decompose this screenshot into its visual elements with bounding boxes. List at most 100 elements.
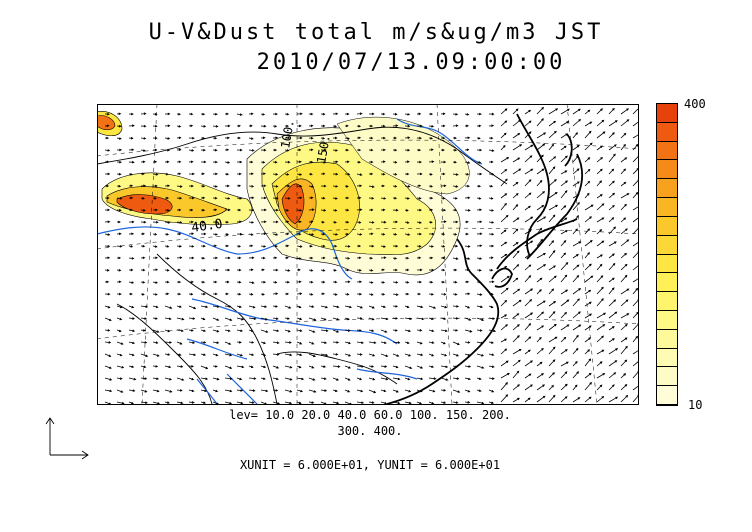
wind-vector xyxy=(236,389,244,392)
wind-vector xyxy=(488,256,494,260)
wind-vector xyxy=(308,269,314,272)
wind-vector xyxy=(536,289,542,295)
wind-vector xyxy=(452,365,458,368)
wind-vector xyxy=(212,244,218,248)
wind-vector xyxy=(332,389,338,393)
wind-vector xyxy=(620,394,629,403)
wind-vector xyxy=(236,244,242,248)
wind-vector xyxy=(332,160,339,164)
wind-vector xyxy=(284,173,290,176)
wind-vector xyxy=(548,301,557,307)
wind-vector xyxy=(284,232,290,236)
wind-vector xyxy=(344,148,349,152)
wind-vector xyxy=(224,365,233,369)
wind-vector xyxy=(608,262,616,271)
wind-vector xyxy=(176,292,182,296)
wind-vector xyxy=(116,172,122,176)
wind-vector xyxy=(308,365,315,369)
wind-vector xyxy=(344,220,350,224)
wind-vector xyxy=(416,244,422,248)
wind-vector xyxy=(380,124,386,128)
wind-vector xyxy=(368,401,375,404)
wind-vector xyxy=(308,208,315,212)
wind-vector xyxy=(440,280,446,284)
wind-vector xyxy=(608,326,615,331)
wind-vector xyxy=(488,184,494,188)
wind-vector xyxy=(464,208,471,212)
wind-vector xyxy=(236,268,242,272)
wind-vector xyxy=(368,136,374,140)
wind-vector xyxy=(512,133,521,139)
wind-vector xyxy=(476,232,483,236)
wind-vector xyxy=(596,254,603,259)
wind-vector xyxy=(152,317,158,320)
wind-vector xyxy=(224,148,230,152)
wind-vector xyxy=(308,172,313,176)
wind-vector xyxy=(476,208,483,212)
wind-vector xyxy=(188,329,194,332)
wind-vector xyxy=(152,268,159,272)
wind-vector xyxy=(524,373,532,379)
wind-vector xyxy=(308,317,317,321)
wind-vector xyxy=(392,232,398,236)
wind-vector xyxy=(308,124,314,128)
wind-vector xyxy=(428,377,437,380)
wind-vector xyxy=(176,341,183,345)
wind-vector xyxy=(140,401,148,404)
wind-vector xyxy=(572,361,578,367)
wind-vector xyxy=(176,125,182,128)
wind-vector xyxy=(608,287,615,295)
wind-vector xyxy=(596,180,602,187)
wind-vector xyxy=(440,184,447,188)
wind-vector xyxy=(380,172,386,176)
wind-vector xyxy=(332,209,338,212)
wind-vector xyxy=(176,244,182,248)
wind-vector xyxy=(164,389,173,393)
wind-vector xyxy=(332,329,340,333)
wind-vector xyxy=(236,220,242,224)
colorbar-segment xyxy=(657,310,677,330)
wind-vector xyxy=(248,317,257,320)
wind-vector xyxy=(620,299,629,307)
wind-vector xyxy=(524,288,534,295)
wind-vector xyxy=(452,257,459,260)
wind-vector xyxy=(320,341,328,344)
wind-vector xyxy=(488,197,494,200)
wind-vector xyxy=(584,180,591,187)
wind-vector xyxy=(524,264,532,271)
wind-vector xyxy=(356,377,363,381)
wind-vector xyxy=(404,185,411,188)
wind-vector xyxy=(500,214,509,223)
wind-vector xyxy=(272,136,279,140)
wind-vector xyxy=(296,184,303,188)
wind-vector xyxy=(584,325,592,331)
wind-vector xyxy=(248,365,254,369)
wind-vector xyxy=(404,329,412,333)
wind-vector xyxy=(320,196,326,200)
wind-vector xyxy=(344,232,350,236)
wind-vector xyxy=(440,268,446,272)
colorbar-segment xyxy=(657,104,677,123)
wind-vector xyxy=(620,345,628,355)
wind-vector xyxy=(212,220,219,224)
wind-vector xyxy=(188,184,194,188)
wind-vector xyxy=(104,353,112,357)
wind-vector xyxy=(284,197,291,200)
wind-vector xyxy=(584,358,592,367)
wind-vector xyxy=(164,292,170,296)
wind-vector xyxy=(116,317,123,321)
wind-vector xyxy=(380,317,389,321)
wind-vector xyxy=(260,148,267,152)
wind-vector xyxy=(536,373,544,379)
wind-vector xyxy=(344,208,350,212)
wind-vector xyxy=(272,389,279,392)
wind-vector xyxy=(236,329,244,332)
contour-label-150: 150. xyxy=(314,134,333,165)
wind-vector xyxy=(488,292,494,296)
wind-vector xyxy=(308,136,314,140)
colorbar-segment xyxy=(657,273,677,293)
wind-vector xyxy=(548,250,556,259)
wind-vector xyxy=(536,384,545,391)
wind-vector xyxy=(464,341,471,344)
wind-vector xyxy=(248,149,255,152)
